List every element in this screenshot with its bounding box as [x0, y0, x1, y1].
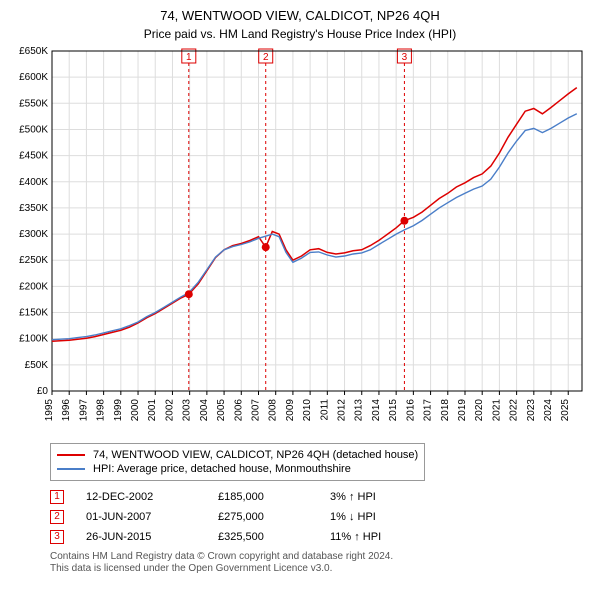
svg-text:2004: 2004: [199, 398, 210, 421]
event-row: 3 26-JUN-2015 £325,500 11% ↑ HPI: [50, 527, 590, 547]
svg-text:2019: 2019: [457, 398, 468, 421]
svg-text:2018: 2018: [440, 398, 451, 421]
event-change: 11% ↑ HPI: [330, 531, 420, 543]
legend-item: 74, WENTWOOD VIEW, CALDICOT, NP26 4QH (d…: [57, 448, 418, 462]
svg-text:£250K: £250K: [19, 255, 48, 266]
legend-swatch: [57, 468, 85, 470]
svg-text:£650K: £650K: [19, 47, 48, 57]
svg-text:2008: 2008: [268, 398, 279, 421]
svg-text:2005: 2005: [216, 398, 227, 421]
svg-text:£100K: £100K: [19, 334, 48, 345]
event-change: 1% ↓ HPI: [330, 511, 420, 523]
event-price: £325,500: [218, 531, 308, 543]
svg-text:£550K: £550K: [19, 98, 48, 109]
svg-text:£0: £0: [37, 386, 49, 397]
svg-text:£450K: £450K: [19, 151, 48, 162]
svg-text:2007: 2007: [250, 398, 261, 421]
event-row: 2 01-JUN-2007 £275,000 1% ↓ HPI: [50, 507, 590, 527]
svg-text:2022: 2022: [509, 398, 520, 421]
footer-line-2: This data is licensed under the Open Gov…: [50, 563, 590, 576]
event-price: £275,000: [218, 511, 308, 523]
svg-text:1997: 1997: [78, 398, 89, 421]
svg-text:£400K: £400K: [19, 177, 48, 188]
legend: 74, WENTWOOD VIEW, CALDICOT, NP26 4QH (d…: [50, 443, 425, 481]
svg-text:2017: 2017: [423, 398, 434, 421]
chart-svg: £0 £50K £100K £150K £200K £250K £300K £350K £400…: [10, 47, 590, 437]
svg-text:2020: 2020: [474, 398, 485, 421]
event-date: 26-JUN-2015: [86, 531, 196, 543]
svg-text:2013: 2013: [354, 398, 365, 421]
svg-text:3: 3: [402, 52, 408, 63]
event-date: 12-DEC-2002: [86, 491, 196, 503]
event-change: 3% ↑ HPI: [330, 491, 420, 503]
svg-text:2012: 2012: [337, 398, 348, 421]
svg-text:2000: 2000: [130, 398, 141, 421]
page-title: 74, WENTWOOD VIEW, CALDICOT, NP26 4QH: [10, 8, 590, 25]
svg-text:1: 1: [186, 52, 192, 63]
event-price: £185,000: [218, 491, 308, 503]
page: 74, WENTWOOD VIEW, CALDICOT, NP26 4QH Pr…: [0, 0, 600, 590]
svg-text:2009: 2009: [285, 398, 296, 421]
svg-text:2024: 2024: [543, 398, 554, 421]
svg-text:£50K: £50K: [25, 360, 49, 371]
svg-text:£500K: £500K: [19, 124, 48, 135]
legend-swatch: [57, 454, 85, 456]
event-date: 01-JUN-2007: [86, 511, 196, 523]
event-marker: 1: [50, 490, 64, 504]
svg-text:2021: 2021: [491, 398, 502, 421]
legend-label: 74, WENTWOOD VIEW, CALDICOT, NP26 4QH (d…: [93, 449, 418, 461]
chart: £0 £50K £100K £150K £200K £250K £300K £350K £400…: [10, 47, 590, 437]
svg-text:2003: 2003: [182, 398, 193, 421]
svg-text:1998: 1998: [96, 398, 107, 421]
footer-line-1: Contains HM Land Registry data © Crown c…: [50, 551, 590, 564]
legend-label: HPI: Average price, detached house, Monm…: [93, 463, 351, 475]
svg-text:2001: 2001: [147, 398, 158, 421]
svg-text:£350K: £350K: [19, 203, 48, 214]
legend-item: HPI: Average price, detached house, Monm…: [57, 462, 418, 476]
svg-text:2: 2: [263, 52, 269, 63]
svg-text:2011: 2011: [319, 398, 330, 420]
svg-text:£200K: £200K: [19, 281, 48, 292]
svg-text:£300K: £300K: [19, 229, 48, 240]
svg-text:£600K: £600K: [19, 72, 48, 83]
svg-text:2025: 2025: [560, 398, 571, 421]
event-row: 1 12-DEC-2002 £185,000 3% ↑ HPI: [50, 487, 590, 507]
svg-text:1996: 1996: [61, 398, 72, 421]
svg-text:2016: 2016: [405, 398, 416, 421]
svg-text:2023: 2023: [526, 398, 537, 421]
svg-text:1995: 1995: [44, 398, 55, 421]
page-subtitle: Price paid vs. HM Land Registry's House …: [10, 27, 590, 41]
svg-text:2002: 2002: [164, 398, 175, 421]
svg-text:£150K: £150K: [19, 307, 48, 318]
event-marker: 3: [50, 530, 64, 544]
svg-text:1999: 1999: [113, 398, 124, 421]
footer: Contains HM Land Registry data © Crown c…: [50, 551, 590, 576]
svg-text:2014: 2014: [371, 398, 382, 421]
svg-text:2006: 2006: [233, 398, 244, 421]
events-table: 1 12-DEC-2002 £185,000 3% ↑ HPI 2 01-JUN-2007…: [50, 487, 590, 547]
event-marker: 2: [50, 510, 64, 524]
svg-text:2010: 2010: [302, 398, 313, 421]
svg-text:2015: 2015: [388, 398, 399, 421]
